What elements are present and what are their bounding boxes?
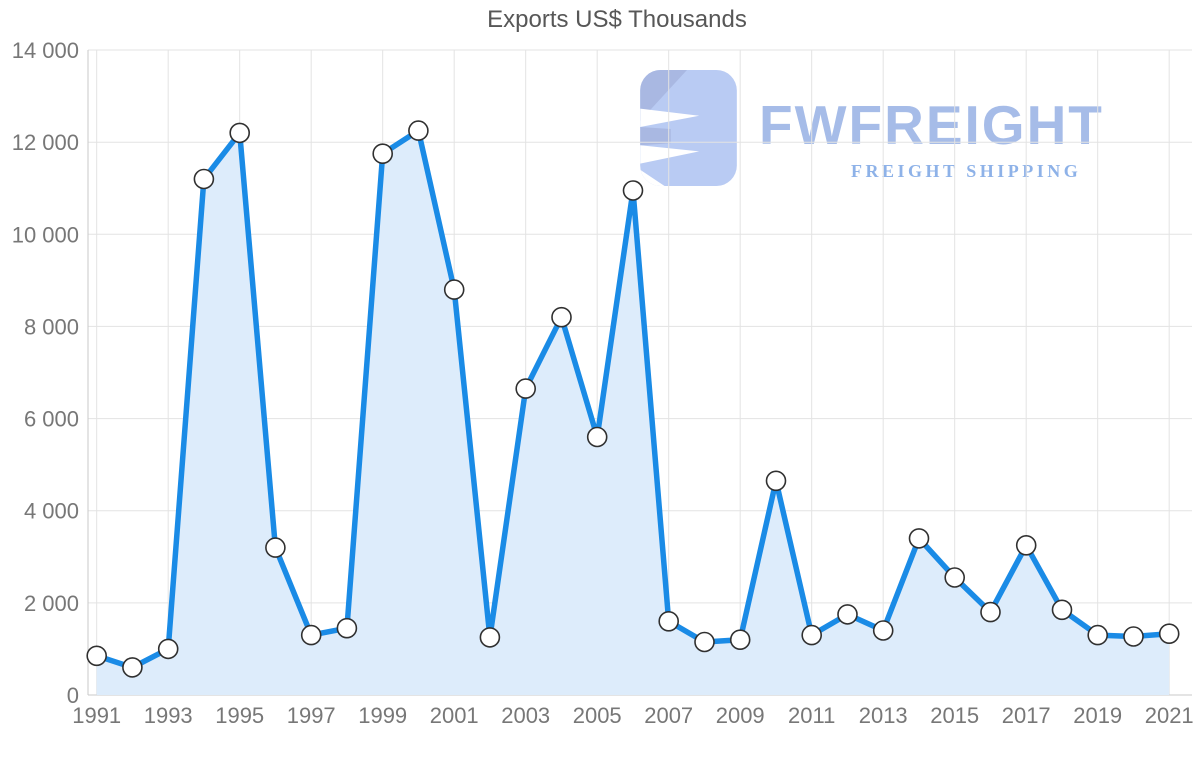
y-axis-tick-label: 14 000: [12, 38, 79, 63]
chart-title: Exports US$ Thousands: [487, 6, 747, 33]
x-axis-tick-label: 1991: [72, 703, 121, 728]
data-point-2012[interactable]: [837, 604, 858, 625]
x-axis-tick-label: 2007: [644, 703, 693, 728]
data-point-2020[interactable]: [1123, 626, 1144, 647]
y-axis-tick-label: 2 000: [24, 591, 79, 616]
data-point-2008[interactable]: [694, 631, 715, 653]
data-point-2006[interactable]: [622, 180, 644, 201]
data-point-2004[interactable]: [551, 306, 572, 328]
x-axis-tick-label: 1993: [144, 703, 193, 728]
data-point-2005[interactable]: [586, 426, 608, 448]
data-point-1999[interactable]: [372, 143, 394, 164]
series-area-fill: [96, 130, 1170, 696]
logo: FWFREIGHT FREIGHT SHIPPING: [640, 70, 1104, 186]
logo-tagline: FREIGHT SHIPPING: [851, 161, 1082, 181]
x-axis-tick-label: 2001: [430, 703, 479, 728]
y-axis-tick-label: 12 000: [12, 130, 79, 155]
fwfreight-mark-icon: [640, 70, 737, 186]
data-point-2002[interactable]: [479, 627, 501, 648]
data-point-1998[interactable]: [336, 617, 358, 639]
logo-wordmark: FWFREIGHT: [759, 94, 1104, 156]
y-axis-tick-label: 10 000: [12, 222, 79, 247]
data-point-2015[interactable]: [944, 567, 966, 588]
x-axis-tick-label: 1997: [287, 703, 336, 728]
data-point-1991[interactable]: [86, 645, 107, 667]
data-point-1992[interactable]: [122, 657, 143, 678]
data-point-1996[interactable]: [265, 537, 286, 558]
x-axis-tick-label: 2021: [1145, 703, 1194, 728]
x-axis-tick-label: 2019: [1073, 703, 1122, 728]
x-axis-tick-label: 2011: [788, 703, 835, 728]
x-axis-tick-label: 2013: [859, 703, 908, 728]
y-axis-tick-label: 0: [67, 683, 79, 708]
x-axis-tick-label: 2005: [573, 703, 622, 728]
data-point-2021[interactable]: [1158, 623, 1180, 645]
y-axis-tick-label: 6 000: [24, 407, 79, 432]
data-point-2017[interactable]: [1015, 534, 1037, 556]
data-point-2007[interactable]: [658, 610, 680, 632]
x-axis-tick-label: 1999: [358, 703, 407, 728]
y-axis-tick-label: 4 000: [24, 499, 79, 524]
data-point-1995[interactable]: [229, 122, 250, 144]
y-axis-tick-label: 8 000: [24, 314, 79, 339]
x-axis-tick-label: 2015: [930, 703, 979, 728]
data-point-2019[interactable]: [1087, 624, 1108, 646]
data-point-2014[interactable]: [908, 528, 930, 549]
x-axis-tick-label: 2017: [1002, 703, 1051, 728]
data-point-1993[interactable]: [157, 638, 179, 660]
data-point-2003[interactable]: [515, 378, 537, 399]
x-axis-tick-label: 1995: [215, 703, 264, 728]
data-point-2009[interactable]: [729, 629, 751, 651]
data-point-2016[interactable]: [980, 601, 1001, 623]
data-point-2000[interactable]: [408, 120, 429, 141]
data-point-2010[interactable]: [765, 470, 787, 492]
x-axis-tick-label: 2009: [716, 703, 765, 728]
data-point-2011[interactable]: [801, 624, 823, 646]
data-point-2013[interactable]: [872, 620, 894, 641]
data-point-1997[interactable]: [300, 624, 322, 646]
data-point-1994[interactable]: [193, 168, 215, 190]
data-point-2018[interactable]: [1051, 599, 1073, 621]
data-point-2001[interactable]: [443, 279, 465, 300]
x-axis-tick-label: 2003: [501, 703, 550, 728]
